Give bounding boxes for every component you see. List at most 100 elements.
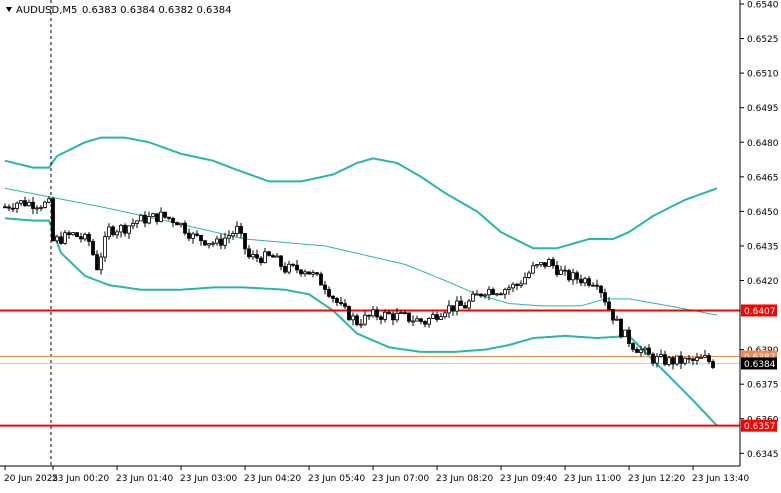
candle [575,270,579,284]
candle [479,293,483,298]
candle [11,203,15,212]
candle [611,308,615,325]
horizontal-levels[interactable] [0,309,740,427]
candle [419,317,423,325]
candle [383,309,387,323]
candle [679,351,683,369]
price-tick-label: 0.6450 [747,208,779,218]
candle [587,276,591,288]
candle [31,196,35,215]
candle [163,211,167,219]
candle [303,269,307,277]
candle [199,234,203,246]
candle [563,265,567,276]
candle [695,352,699,365]
price-tick-label: 0.6345 [747,450,779,460]
time-tick-label: 23 Jun 12:20 [628,474,685,484]
candle [271,253,275,258]
candle [463,301,467,309]
price-tick-label: 0.6480 [747,139,779,149]
candle [83,232,87,242]
candle [651,352,655,367]
candle [151,212,155,217]
bollinger-bands [4,0,718,466]
candle [27,199,31,207]
candle [299,269,303,277]
candle [79,232,83,243]
candle [407,312,411,324]
price-tag [741,357,777,370]
candle [255,249,259,263]
candle [703,349,707,359]
candle [251,250,255,260]
candle [3,203,7,209]
time-tick-label: 23 Jun 05:40 [308,474,365,484]
price-tick-label: 0.6375 [747,381,779,391]
candle [143,211,147,228]
candle [35,205,39,215]
candle [675,355,679,366]
candle [347,305,351,321]
candle [387,310,391,315]
candle [67,230,71,239]
candle [187,228,191,241]
candle [107,223,111,240]
candle [247,245,251,260]
price-tag-label: 0.6407 [744,307,776,317]
candle [643,346,647,355]
candle [315,272,319,277]
candle [91,238,95,257]
candle [659,349,663,358]
candle [371,306,375,318]
candle [71,231,75,236]
price-tick-label: 0.6495 [747,104,779,114]
candle [231,230,235,240]
price-tick-label: 0.6510 [747,70,779,80]
price-tick-label: 0.6465 [747,173,779,183]
candle [379,314,383,325]
bollinger-upper-line [4,136,718,250]
candle [7,204,11,212]
candle [415,315,419,322]
candle [699,354,703,359]
candle [23,196,27,207]
candle [319,271,323,286]
candle [115,229,119,239]
candle [203,240,207,247]
triangle-down-icon[interactable] [6,7,12,12]
candle [655,353,659,368]
candle [599,284,603,299]
candle [531,261,535,275]
candle [467,298,471,310]
candle [671,355,675,370]
candle [691,357,695,366]
candle [431,311,435,319]
candle [111,225,115,237]
candle [167,216,171,221]
candle [211,241,215,247]
candle [591,282,595,287]
bollinger-middle-line [4,187,718,316]
candle [155,213,159,225]
time-tick-label: 23 Jun 03:00 [180,474,237,484]
candle [395,307,399,323]
candle [527,270,531,279]
candle [455,296,459,316]
candle [43,200,47,209]
candle [539,262,543,267]
candle [259,255,263,266]
candle [275,253,279,258]
candle [483,293,487,299]
candle [267,250,271,257]
candle [135,220,139,228]
candle [551,256,555,269]
candle [239,222,243,239]
candle [15,201,19,214]
candle [623,329,627,338]
candle [367,314,371,320]
candle [427,317,431,328]
chart-header: AUDUSD,M5 0.6383 0.6384 0.6382 0.6384 [6,5,232,16]
